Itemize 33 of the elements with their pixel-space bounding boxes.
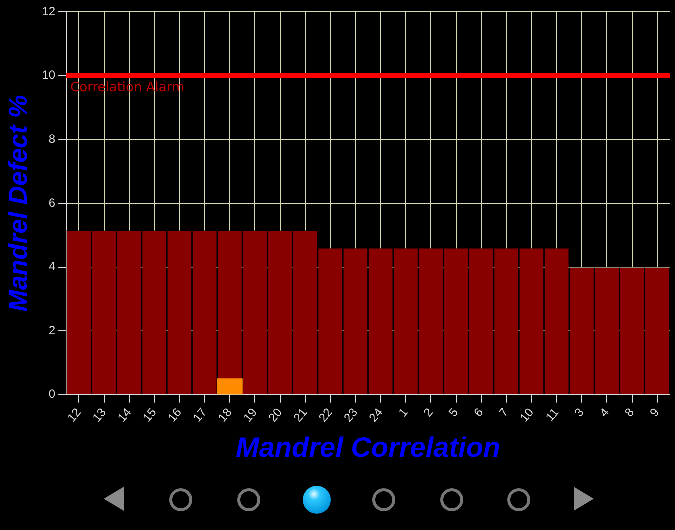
x-tick-label: 16: [165, 405, 185, 425]
x-tick-label: 1: [396, 405, 412, 420]
y-tick-label: 12: [42, 4, 56, 18]
x-tick-label: 24: [366, 405, 386, 425]
x-axis-title: Mandrel Correlation: [236, 432, 501, 463]
x-tick-label: 6: [471, 405, 486, 420]
x-tick-label: 18: [216, 405, 236, 425]
y-axis-title: Mandrel Defect %: [2, 95, 33, 312]
x-tick-label: 11: [542, 405, 562, 424]
x-tick-label: 8: [622, 405, 638, 420]
y-tick-label: 6: [48, 196, 56, 210]
x-tick-label: 15: [140, 405, 160, 425]
x-tick-label: 21: [290, 405, 310, 425]
x-tick-label: 22: [316, 405, 336, 425]
x-tick-label: 7: [496, 405, 512, 420]
x-tick-label: 3: [572, 405, 588, 420]
x-tick-label: 2: [420, 405, 436, 420]
x-tick-label: 4: [596, 405, 612, 420]
x-tick-label: 14: [114, 405, 134, 425]
y-tick-label: 2: [48, 323, 56, 338]
y-tick-label: 0: [48, 387, 56, 402]
x-tick-label: 10: [517, 405, 537, 425]
y-tick-label: 8: [48, 132, 56, 146]
x-tick-label: 12: [64, 405, 84, 425]
x-tick-label: 17: [190, 405, 210, 425]
y-tick-label: 10: [42, 68, 56, 82]
x-tick-label: 9: [647, 405, 662, 420]
x-tick-label: 13: [90, 405, 110, 425]
x-tick-label: 23: [341, 405, 361, 425]
x-tick-label: 5: [446, 405, 462, 420]
x-tick-label: 19: [240, 405, 260, 425]
y-tick-label: 4: [48, 260, 56, 274]
x-tick-label: 20: [266, 405, 286, 425]
